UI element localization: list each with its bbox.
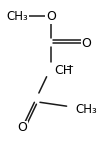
Text: O: O [17,121,27,134]
Text: CH₃: CH₃ [75,103,97,116]
Text: O: O [82,37,91,50]
Text: CH: CH [54,64,72,77]
Text: O: O [46,10,56,23]
Text: −: − [65,62,74,72]
Text: CH₃: CH₃ [6,10,28,23]
